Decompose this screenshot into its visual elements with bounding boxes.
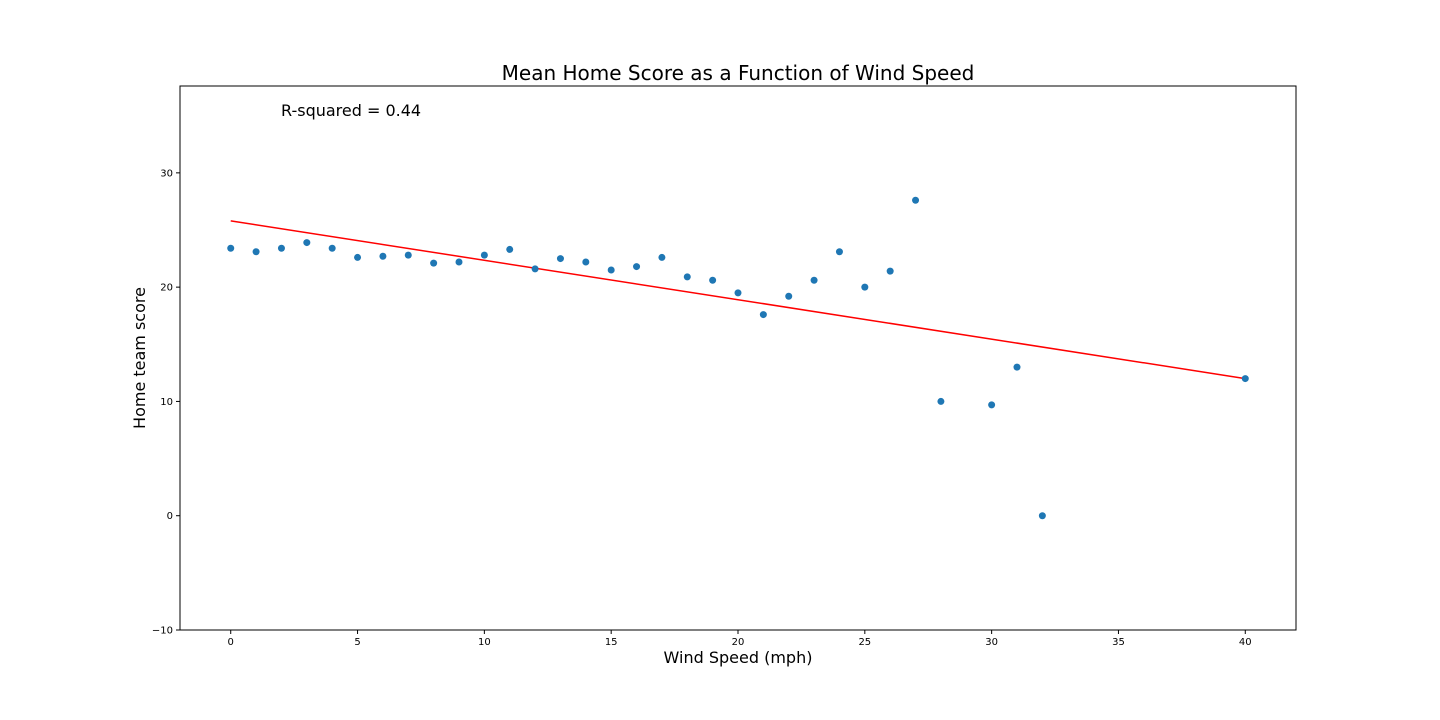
scatter-point <box>607 266 615 274</box>
y-tick-label: 10 <box>160 397 173 408</box>
scatter-point <box>658 253 666 261</box>
scatter-point <box>328 244 336 252</box>
scatter-point <box>937 397 945 405</box>
scatter-point <box>633 263 641 271</box>
y-tick-label: 20 <box>160 283 173 294</box>
scatter-point <box>785 292 793 300</box>
y-axis-label: Home team score <box>130 287 149 429</box>
scatter-point <box>556 255 564 263</box>
x-tick-label: 25 <box>858 637 871 648</box>
x-axis-label: Wind Speed (mph) <box>664 648 813 667</box>
scatter-point <box>912 196 920 204</box>
scatter-point <box>379 252 387 260</box>
x-tick-label: 35 <box>1112 637 1125 648</box>
scatter-point <box>252 248 260 256</box>
scatter-point <box>810 276 818 284</box>
scatter-point <box>861 283 869 291</box>
scatter-point <box>506 245 514 253</box>
scatter-point <box>582 258 590 266</box>
scatter-point <box>531 265 539 273</box>
scatter-point <box>227 244 235 252</box>
scatter-point <box>886 267 894 275</box>
scatter-point <box>734 289 742 297</box>
x-tick-label: 30 <box>985 637 998 648</box>
scatter-point <box>455 258 463 266</box>
r-squared-annotation: R-squared = 0.44 <box>281 101 421 120</box>
scatter-point <box>277 244 285 252</box>
scatter-point <box>683 273 691 281</box>
y-tick-label: −10 <box>152 626 173 637</box>
y-axis: −10 0 10 20 30 <box>152 168 180 637</box>
x-tick-label: 0 <box>228 637 234 648</box>
scatter-point <box>1241 375 1249 383</box>
scatter-point <box>988 401 996 409</box>
scatter-point <box>759 311 767 319</box>
scatter-point <box>404 251 412 259</box>
scatter-point <box>709 276 717 284</box>
scatter-point <box>1038 512 1046 520</box>
scatter-point <box>480 251 488 259</box>
chart-title: Mean Home Score as a Function of Wind Sp… <box>502 61 975 85</box>
scatter-point <box>430 259 438 267</box>
scatter-point <box>303 239 311 247</box>
x-axis: 0 5 10 15 20 25 30 35 40 <box>228 630 1252 648</box>
x-tick-label: 15 <box>605 637 618 648</box>
x-tick-label: 40 <box>1239 637 1252 648</box>
x-tick-label: 5 <box>354 637 360 648</box>
y-tick-label: 0 <box>167 511 173 522</box>
scatter-point <box>354 253 362 261</box>
plot-area <box>179 85 1297 631</box>
x-tick-label: 10 <box>478 637 491 648</box>
regression-line <box>230 220 1246 380</box>
plot-content <box>227 196 1249 520</box>
y-tick-label: 30 <box>160 168 173 179</box>
scatter-point <box>835 248 843 256</box>
x-tick-label: 20 <box>732 637 745 648</box>
scatter-point <box>1013 363 1021 371</box>
